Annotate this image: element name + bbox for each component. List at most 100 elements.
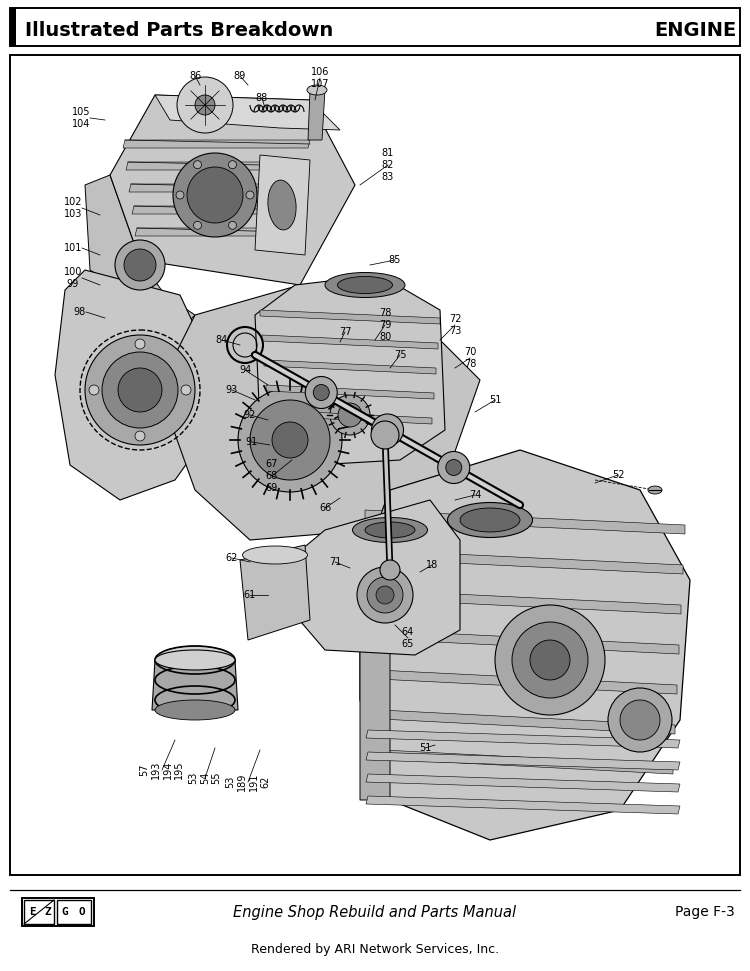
Polygon shape — [268, 410, 432, 424]
Polygon shape — [371, 590, 681, 614]
Polygon shape — [374, 630, 679, 654]
Polygon shape — [308, 90, 325, 140]
Text: Page F-3: Page F-3 — [675, 905, 735, 919]
Text: ENGINE: ENGINE — [654, 20, 736, 40]
Text: 70
78: 70 78 — [464, 348, 476, 369]
Text: 106
107: 106 107 — [310, 67, 329, 88]
Circle shape — [89, 385, 99, 395]
Circle shape — [367, 577, 403, 613]
Circle shape — [135, 431, 145, 441]
Circle shape — [314, 385, 329, 400]
Circle shape — [371, 421, 399, 449]
Polygon shape — [366, 774, 680, 792]
Circle shape — [195, 95, 215, 115]
Ellipse shape — [155, 666, 235, 694]
Text: 86: 86 — [189, 71, 201, 81]
Polygon shape — [240, 545, 310, 640]
Text: 18: 18 — [426, 560, 438, 570]
Text: Illustrated Parts Breakdown: Illustrated Parts Breakdown — [25, 20, 333, 40]
Text: Engine Shop Rebuild and Parts Manual: Engine Shop Rebuild and Parts Manual — [233, 905, 517, 920]
Text: 93: 93 — [226, 385, 238, 395]
Polygon shape — [366, 796, 680, 814]
Circle shape — [357, 567, 413, 623]
Circle shape — [495, 605, 605, 715]
Bar — [57, 900, 91, 924]
Circle shape — [194, 221, 202, 229]
Polygon shape — [368, 550, 683, 574]
Polygon shape — [360, 450, 690, 840]
Polygon shape — [295, 500, 460, 655]
Circle shape — [118, 368, 162, 412]
Text: 61: 61 — [244, 590, 256, 600]
Circle shape — [371, 414, 404, 446]
Polygon shape — [365, 510, 685, 534]
Polygon shape — [383, 750, 673, 774]
Text: Z: Z — [45, 907, 51, 917]
Polygon shape — [135, 228, 290, 236]
Circle shape — [115, 240, 165, 290]
Ellipse shape — [155, 700, 235, 720]
Text: E: E — [28, 907, 35, 917]
Text: 53
189
191
62: 53 189 191 62 — [226, 773, 271, 791]
Text: 74: 74 — [469, 490, 482, 500]
Ellipse shape — [155, 686, 235, 714]
Circle shape — [187, 167, 243, 223]
Text: G: G — [62, 907, 68, 917]
Circle shape — [330, 395, 370, 435]
Text: 77: 77 — [339, 327, 351, 337]
Ellipse shape — [155, 646, 235, 674]
Text: Rendered by ARI Network Services, Inc.: Rendered by ARI Network Services, Inc. — [251, 944, 499, 956]
Ellipse shape — [242, 546, 308, 564]
Text: 85: 85 — [388, 255, 401, 265]
Text: ARI: ARI — [279, 452, 471, 549]
Text: 98: 98 — [74, 307, 86, 317]
Circle shape — [305, 377, 338, 409]
Text: 100
99: 100 99 — [64, 267, 82, 288]
Text: 92: 92 — [244, 410, 256, 420]
Circle shape — [530, 640, 570, 680]
Bar — [24, 900, 54, 924]
Text: 78
79
80: 78 79 80 — [379, 309, 392, 342]
Polygon shape — [155, 95, 340, 130]
Circle shape — [173, 153, 257, 237]
Circle shape — [85, 335, 195, 445]
Text: 105
104: 105 104 — [71, 107, 90, 129]
Bar — [10, 55, 740, 875]
Ellipse shape — [307, 85, 327, 95]
Polygon shape — [129, 184, 300, 192]
Ellipse shape — [268, 180, 296, 230]
Text: 102
103: 102 103 — [64, 197, 82, 218]
Circle shape — [177, 77, 233, 133]
Bar — [10, 8, 740, 46]
Text: 72
73: 72 73 — [448, 315, 461, 336]
Circle shape — [438, 452, 470, 484]
Circle shape — [229, 160, 236, 169]
Polygon shape — [85, 175, 195, 330]
Text: 71: 71 — [328, 557, 341, 567]
Polygon shape — [262, 335, 438, 349]
Ellipse shape — [155, 650, 235, 670]
Text: 66: 66 — [319, 503, 332, 513]
Circle shape — [376, 586, 394, 604]
Polygon shape — [170, 285, 480, 540]
Circle shape — [194, 160, 202, 169]
Circle shape — [181, 385, 191, 395]
Circle shape — [229, 221, 236, 229]
Circle shape — [512, 622, 588, 698]
Circle shape — [272, 422, 308, 458]
Polygon shape — [132, 206, 295, 214]
Ellipse shape — [460, 508, 520, 532]
Polygon shape — [255, 275, 445, 465]
Text: 51: 51 — [419, 743, 431, 753]
Text: O: O — [79, 907, 86, 917]
Polygon shape — [380, 710, 675, 734]
Circle shape — [135, 339, 145, 349]
Bar — [10, 8, 16, 46]
Ellipse shape — [352, 518, 428, 543]
Text: 81
82
83: 81 82 83 — [382, 149, 394, 182]
Circle shape — [176, 191, 184, 199]
Text: 64
65: 64 65 — [402, 627, 414, 649]
Bar — [22, 898, 94, 926]
Circle shape — [238, 388, 342, 492]
Circle shape — [620, 700, 660, 740]
